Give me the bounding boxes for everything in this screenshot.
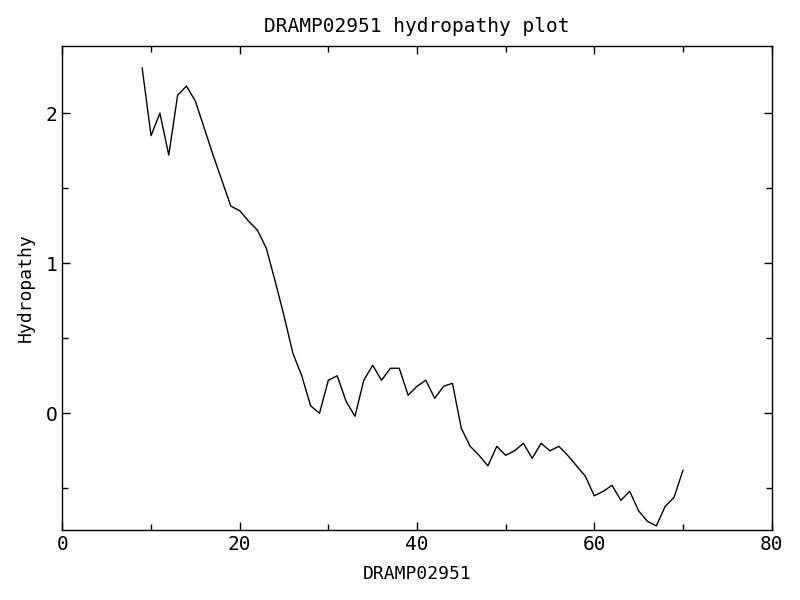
Y-axis label: Hydropathy: Hydropathy <box>17 233 34 343</box>
Title: DRAMP02951 hydropathy plot: DRAMP02951 hydropathy plot <box>264 17 570 35</box>
X-axis label: DRAMP02951: DRAMP02951 <box>362 565 471 583</box>
